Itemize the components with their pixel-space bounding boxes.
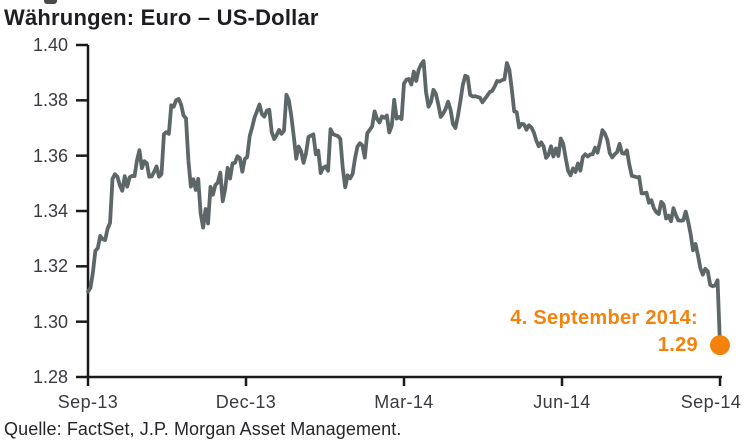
x-tick-label: Mar-14	[374, 392, 434, 412]
endpoint-annotation: 4. September 2014: 1.29	[510, 305, 698, 359]
x-tick-label: Jun-14	[533, 392, 591, 412]
x-tick-label: Sep-13	[57, 392, 119, 412]
y-axis-ticks	[76, 43, 88, 379]
y-tick-label: 1.36	[32, 145, 68, 166]
y-tick-label: 1.38	[32, 90, 68, 111]
cropped-text-artifact	[44, 0, 57, 4]
x-axis-ticks	[86, 377, 722, 386]
y-tick-label: 1.28	[32, 367, 68, 387]
x-tick-label: Dec-13	[215, 392, 277, 412]
source-credit: Quelle: FactSet, J.P. Morgan Asset Manag…	[4, 419, 402, 439]
chart-title: Währungen: Euro – US-Dollar	[4, 5, 319, 30]
y-tick-label: 1.32	[32, 256, 68, 277]
y-tick-label: 1.30	[32, 311, 68, 332]
y-tick-label: 1.34	[32, 201, 68, 221]
annotation-value: 1.29	[657, 334, 698, 356]
annotation-date: 4. September 2014:	[510, 307, 698, 329]
endpoint-marker-dot	[710, 335, 730, 356]
x-tick-label: Sep-14	[680, 392, 742, 412]
y-tick-label: 1.40	[32, 35, 68, 55]
eurusd-line-series	[86, 59, 722, 348]
